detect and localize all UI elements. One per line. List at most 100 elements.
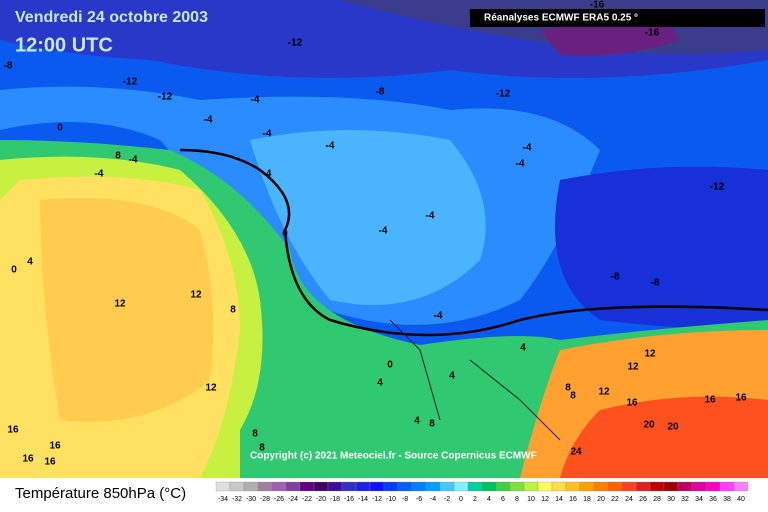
contour-label: -4 [516, 159, 525, 170]
scale-tick-label: -12 [372, 496, 382, 503]
scale-tick-label: 36 [709, 496, 717, 503]
contour-label: 12 [205, 383, 217, 394]
color-swatch [607, 481, 623, 492]
contour-label: 8 [570, 391, 576, 402]
scale-tick-label: -26 [274, 496, 284, 503]
contour-label: 0 [387, 360, 393, 371]
color-swatch [621, 481, 637, 492]
contour-label: 24 [570, 447, 582, 458]
color-swatch [649, 481, 665, 492]
contour-label: -12 [710, 182, 725, 193]
contour-label: -4 [263, 129, 272, 140]
contour-label: -4 [434, 311, 443, 322]
contour-label: -4 [523, 143, 532, 154]
color-swatch [397, 481, 413, 492]
contour-label: 12 [114, 299, 126, 310]
contour-label: -8 [651, 278, 660, 289]
scale-tick-label: 2 [473, 496, 477, 503]
color-swatch [425, 481, 441, 492]
contour-label: 8 [565, 383, 571, 394]
contour-label: 16 [626, 398, 638, 409]
scale-tick-label: 6 [501, 496, 505, 503]
scale-tick-label: 26 [639, 496, 647, 503]
contour-label: 4 [520, 343, 526, 354]
color-swatch [705, 481, 721, 492]
color-swatch [215, 481, 231, 492]
contour-label: -12 [158, 92, 173, 103]
map-time: 12:00 UTC [15, 34, 113, 56]
color-swatch [341, 481, 357, 492]
contour-label: -8 [4, 61, 13, 72]
scale-tick-label: 24 [625, 496, 633, 503]
color-swatch [509, 481, 525, 492]
contour-label: -4 [426, 211, 435, 222]
contour-label: -4 [263, 169, 272, 180]
contour-label: 8 [252, 429, 258, 440]
scale-tick-label: -16 [344, 496, 354, 503]
scale-tick-label: 10 [527, 496, 535, 503]
scale-tick-label: 32 [681, 496, 689, 503]
contour-label: 20 [643, 420, 655, 431]
contour-label: -16 [590, 0, 605, 11]
scale-tick-label: -30 [246, 496, 256, 503]
color-swatch [537, 481, 553, 492]
legend-title: Température 850hPa (°C) [15, 485, 186, 502]
scale-tick-label: -28 [260, 496, 270, 503]
color-swatch [691, 481, 707, 492]
color-swatch [243, 481, 259, 492]
scale-tick-label: -6 [416, 496, 422, 503]
source-label: Réanalyses ECMWF ERA5 0.25 ° [484, 13, 638, 24]
scale-tick-label: 34 [695, 496, 703, 503]
scale-tick-label: -32 [232, 496, 242, 503]
contour-label: 12 [627, 362, 639, 373]
scale-tick-label: 20 [597, 496, 605, 503]
contour-label: 4 [449, 371, 455, 382]
color-swatch [257, 481, 273, 492]
color-swatch [551, 481, 567, 492]
scale-tick-label: 16 [569, 496, 577, 503]
contour-label: 8 [259, 443, 265, 454]
color-swatch [285, 481, 301, 492]
color-swatch [383, 481, 399, 492]
color-swatch [677, 481, 693, 492]
contour-label: -8 [376, 87, 385, 98]
color-swatch [453, 481, 469, 492]
source-box [470, 9, 765, 27]
contour-label: 4 [27, 257, 33, 268]
contour-label: -16 [645, 28, 660, 39]
scale-tick-label: -24 [288, 496, 298, 503]
scale-tick-label: -34 [218, 496, 228, 503]
color-swatch [229, 481, 245, 492]
color-swatch [495, 481, 511, 492]
scale-tick-label: 4 [487, 496, 491, 503]
contour-label: 16 [7, 425, 19, 436]
contour-label: 20 [667, 422, 679, 433]
copyright: Copyright (c) 2021 Meteociel.fr - Source… [250, 451, 537, 462]
color-swatch [635, 481, 651, 492]
contour-label: -12 [288, 38, 303, 49]
scale-tick-label: -22 [302, 496, 312, 503]
contour-label: 12 [598, 387, 610, 398]
contour-label: 8 [429, 419, 435, 430]
color-swatch [411, 481, 427, 492]
contour-label: 8 [230, 305, 236, 316]
contour-label: 0 [11, 265, 17, 276]
color-swatch [579, 481, 595, 492]
contour-label: 12 [190, 290, 202, 301]
scale-tick-label: 22 [611, 496, 619, 503]
contour-label: -4 [204, 115, 213, 126]
contour-label: 0 [57, 123, 63, 134]
scale-tick-label: 12 [541, 496, 549, 503]
color-swatch [481, 481, 497, 492]
contour-label: 16 [22, 454, 34, 465]
contour-label: 16 [704, 395, 716, 406]
scale-tick-label: 30 [667, 496, 675, 503]
contour-label: -8 [611, 272, 620, 283]
scale-tick-label: -14 [358, 496, 368, 503]
color-swatch [299, 481, 315, 492]
contour-label: 16 [735, 393, 747, 404]
scale-tick-label: -20 [316, 496, 326, 503]
color-swatch [467, 481, 483, 492]
contour-label: -4 [95, 169, 104, 180]
